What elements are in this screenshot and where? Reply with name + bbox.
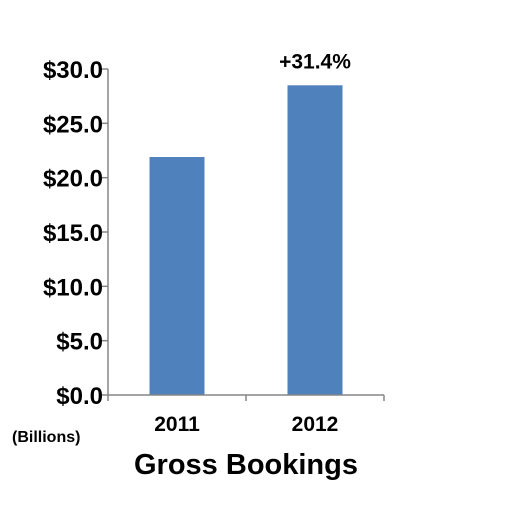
bar-2011 — [149, 157, 205, 395]
y-axis: $0.0 $5.0 $10.0 $15.0 $20.0 $25.0 $30.0 — [43, 57, 109, 410]
bar-2012 — [287, 85, 343, 396]
x-tick-label: 2012 — [292, 413, 339, 436]
y-tick-label: $0.0 — [56, 383, 103, 410]
chart-title: Gross Bookings — [134, 449, 358, 481]
y-tick-label: $10.0 — [43, 274, 103, 301]
y-tick-label: $30.0 — [43, 57, 103, 84]
bars: +31.4% — [149, 50, 351, 396]
y-tick-label: $20.0 — [43, 166, 103, 193]
y-tick-label: $25.0 — [43, 111, 103, 138]
y-tick-label: $5.0 — [56, 329, 103, 356]
data-label: +31.4% — [279, 50, 351, 73]
x-tick-label: 2011 — [154, 413, 200, 436]
y-tick-label: $15.0 — [43, 220, 103, 247]
unit-label: (Billions) — [12, 429, 80, 446]
chart-labels: (Billions) Gross Bookings — [12, 429, 358, 481]
x-axis: 2011 2012 — [107, 394, 385, 436]
